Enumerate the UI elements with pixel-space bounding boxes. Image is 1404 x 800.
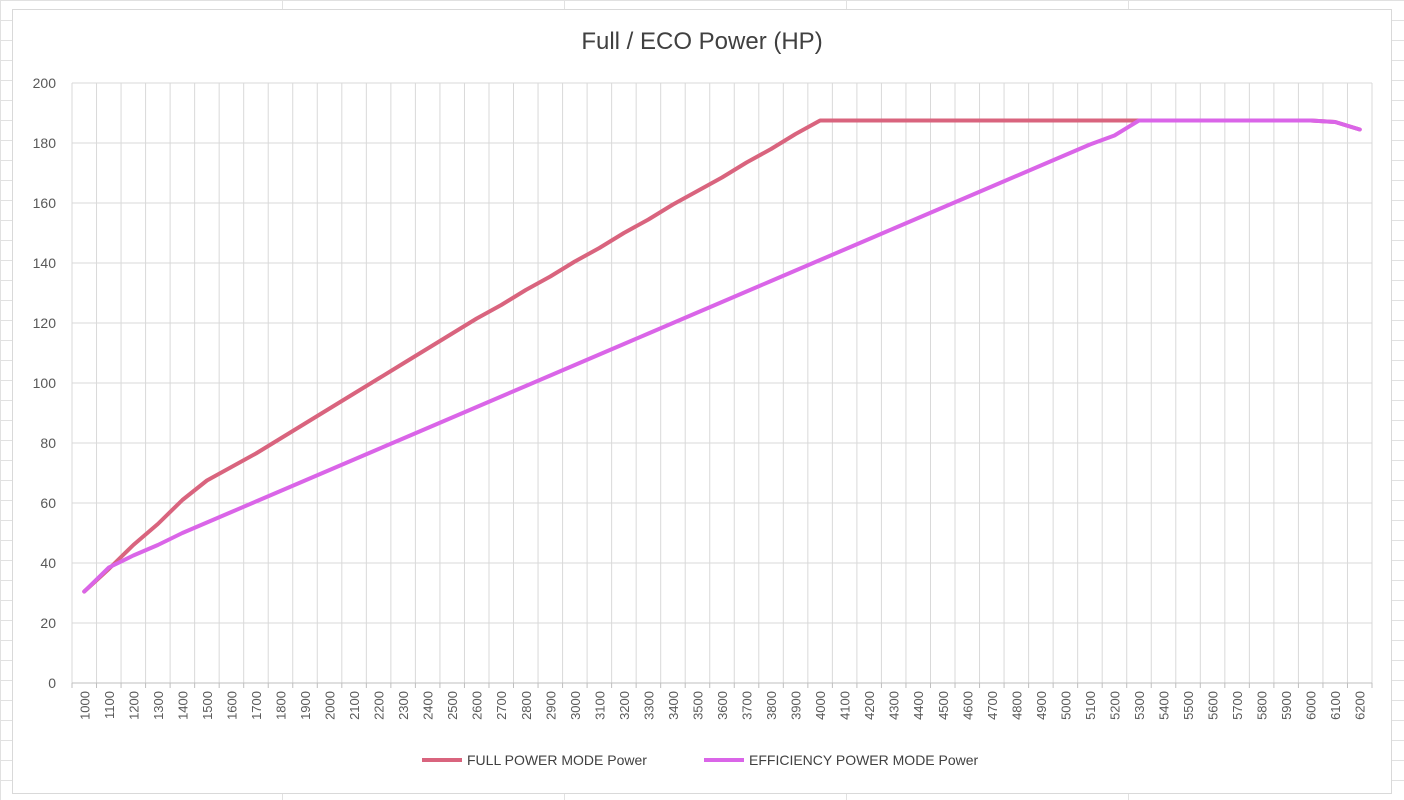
x-tick-label: 4900 — [1034, 691, 1049, 720]
x-tick-label: 3700 — [740, 691, 755, 720]
x-tick-label: 1000 — [77, 691, 92, 720]
x-tick-label: 3800 — [764, 691, 779, 720]
x-tick-label: 2800 — [519, 691, 534, 720]
x-tick-label: 1300 — [151, 691, 166, 720]
full-power-series-line — [82, 118, 1362, 594]
x-tick-label: 2200 — [372, 691, 387, 720]
x-tick-label: 6100 — [1328, 691, 1343, 720]
x-tick-label: 3300 — [641, 691, 656, 720]
x-tick-label: 5700 — [1230, 691, 1245, 720]
legend-label: FULL POWER MODE Power — [467, 752, 647, 768]
chart-area[interactable] — [12, 9, 1392, 794]
y-tick-label: 100 — [33, 375, 57, 391]
x-tick-label: 3200 — [617, 691, 632, 720]
x-tick-label: 2900 — [543, 691, 558, 720]
legend-label: EFFICIENCY POWER MODE Power — [749, 752, 979, 768]
x-tick-label: 1100 — [102, 691, 117, 719]
x-tick-label: 6200 — [1353, 691, 1368, 720]
x-tick-label: 3900 — [789, 691, 804, 720]
x-tick-label: 2000 — [323, 691, 338, 720]
x-tick-label: 5600 — [1206, 691, 1221, 720]
chart-title: Full / ECO Power (HP) — [581, 28, 823, 55]
x-tick-label: 5500 — [1181, 691, 1196, 720]
y-tick-label: 140 — [33, 255, 57, 271]
x-tick-label: 4500 — [936, 691, 951, 720]
y-tick-label: 80 — [40, 435, 56, 451]
x-axis-ticks: 1000 1100 1200 1300 1400 1500 1600 1700 1800 1900… — [77, 691, 1367, 720]
y-tick-label: 20 — [40, 615, 56, 631]
efficiency-power-series-line — [82, 118, 1362, 594]
x-tick-label: 1600 — [224, 691, 239, 720]
x-tick-label: 1200 — [126, 691, 141, 720]
x-tick-label: 5800 — [1255, 691, 1270, 720]
x-tick-label: 5100 — [1083, 691, 1098, 720]
x-tick-label: 2700 — [494, 691, 509, 720]
x-tick-label: 3000 — [568, 691, 583, 720]
y-tick-label: 0 — [48, 675, 56, 691]
x-tick-label: 5400 — [1157, 691, 1172, 720]
series-lines — [82, 118, 1362, 594]
x-tick-label: 1700 — [249, 691, 264, 720]
y-axis-ticks: 0 20 40 60 80 100 120 140 160 180 200 — [33, 75, 57, 691]
x-tick-label: 3500 — [690, 691, 705, 720]
x-tick-label: 2400 — [421, 691, 436, 720]
x-tick-label: 3100 — [592, 691, 607, 720]
x-tick-label: 4100 — [838, 691, 853, 720]
x-tick-label: 4600 — [960, 691, 975, 720]
x-tick-label: 4000 — [813, 691, 828, 720]
x-tick-label: 4200 — [862, 691, 877, 720]
x-tick-label: 3600 — [715, 691, 730, 720]
x-tick-label: 1400 — [175, 691, 190, 720]
gridlines — [71, 82, 1373, 688]
x-tick-label: 4700 — [985, 691, 1000, 720]
y-tick-label: 180 — [33, 135, 57, 151]
y-tick-label: 120 — [33, 315, 57, 331]
x-tick-label: 4400 — [911, 691, 926, 720]
x-tick-label: 2100 — [347, 691, 362, 720]
x-tick-label: 2500 — [445, 691, 460, 720]
x-tick-label: 4300 — [887, 691, 902, 720]
x-tick-label: 2300 — [396, 691, 411, 720]
y-tick-label: 60 — [40, 495, 56, 511]
x-tick-label: 1800 — [273, 691, 288, 720]
x-tick-label: 4800 — [1009, 691, 1024, 720]
x-tick-label: 6000 — [1304, 691, 1319, 720]
y-tick-label: 160 — [33, 195, 57, 211]
x-tick-label: 5300 — [1132, 691, 1147, 720]
x-tick-label: 5900 — [1279, 691, 1294, 720]
x-tick-label: 1500 — [200, 691, 215, 720]
x-tick-label: 3400 — [666, 691, 681, 720]
x-tick-label: 5200 — [1107, 691, 1122, 720]
x-tick-label: 2600 — [470, 691, 485, 720]
y-tick-label: 40 — [40, 555, 56, 571]
x-tick-label: 5000 — [1058, 691, 1073, 720]
legend: FULL POWER MODE Power EFFICIENCY POWER MO… — [422, 752, 979, 768]
y-tick-label: 200 — [33, 75, 57, 91]
x-tick-label: 1900 — [298, 691, 313, 720]
